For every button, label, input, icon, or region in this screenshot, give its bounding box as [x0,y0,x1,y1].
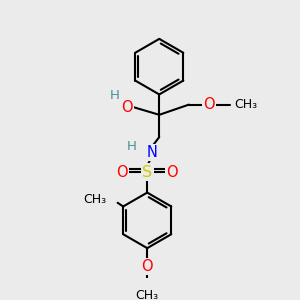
Text: O: O [167,165,178,180]
Text: H: H [127,140,136,153]
Text: CH₃: CH₃ [234,98,257,111]
Text: O: O [203,97,215,112]
Text: O: O [116,165,128,180]
Text: H: H [110,89,120,102]
Text: S: S [142,165,152,180]
Text: N: N [146,145,157,160]
Text: O: O [141,259,153,274]
Text: O: O [121,100,133,115]
Text: CH₃: CH₃ [83,193,106,206]
Text: CH₃: CH₃ [136,289,159,300]
